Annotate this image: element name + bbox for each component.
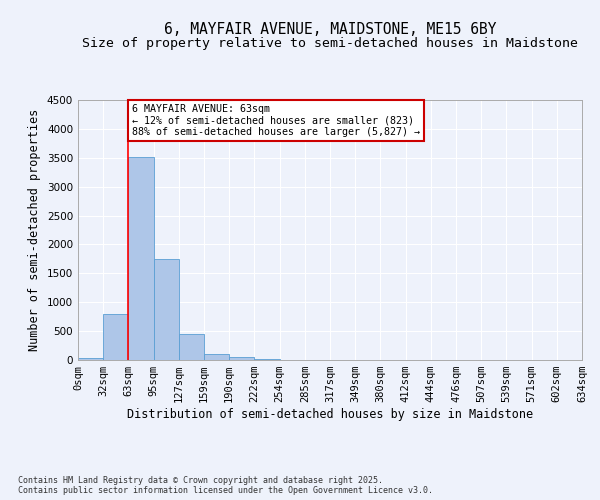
Bar	[204, 354, 229, 360]
Text: 6, MAYFAIR AVENUE, MAIDSTONE, ME15 6BY: 6, MAYFAIR AVENUE, MAIDSTONE, ME15 6BY	[164, 22, 496, 38]
Bar	[229, 356, 254, 360]
Bar	[179, 334, 204, 360]
Text: Size of property relative to semi-detached houses in Maidstone: Size of property relative to semi-detach…	[82, 38, 578, 51]
Y-axis label: Number of semi-detached properties: Number of semi-detached properties	[28, 109, 41, 351]
Bar	[128, 156, 154, 360]
Text: 6 MAYFAIR AVENUE: 63sqm
← 12% of semi-detached houses are smaller (823)
88% of s: 6 MAYFAIR AVENUE: 63sqm ← 12% of semi-de…	[132, 104, 420, 137]
Bar	[154, 259, 179, 360]
X-axis label: Distribution of semi-detached houses by size in Maidstone: Distribution of semi-detached houses by …	[127, 408, 533, 421]
Bar	[78, 358, 103, 360]
Bar	[103, 314, 128, 360]
Text: Contains HM Land Registry data © Crown copyright and database right 2025.
Contai: Contains HM Land Registry data © Crown c…	[18, 476, 433, 495]
